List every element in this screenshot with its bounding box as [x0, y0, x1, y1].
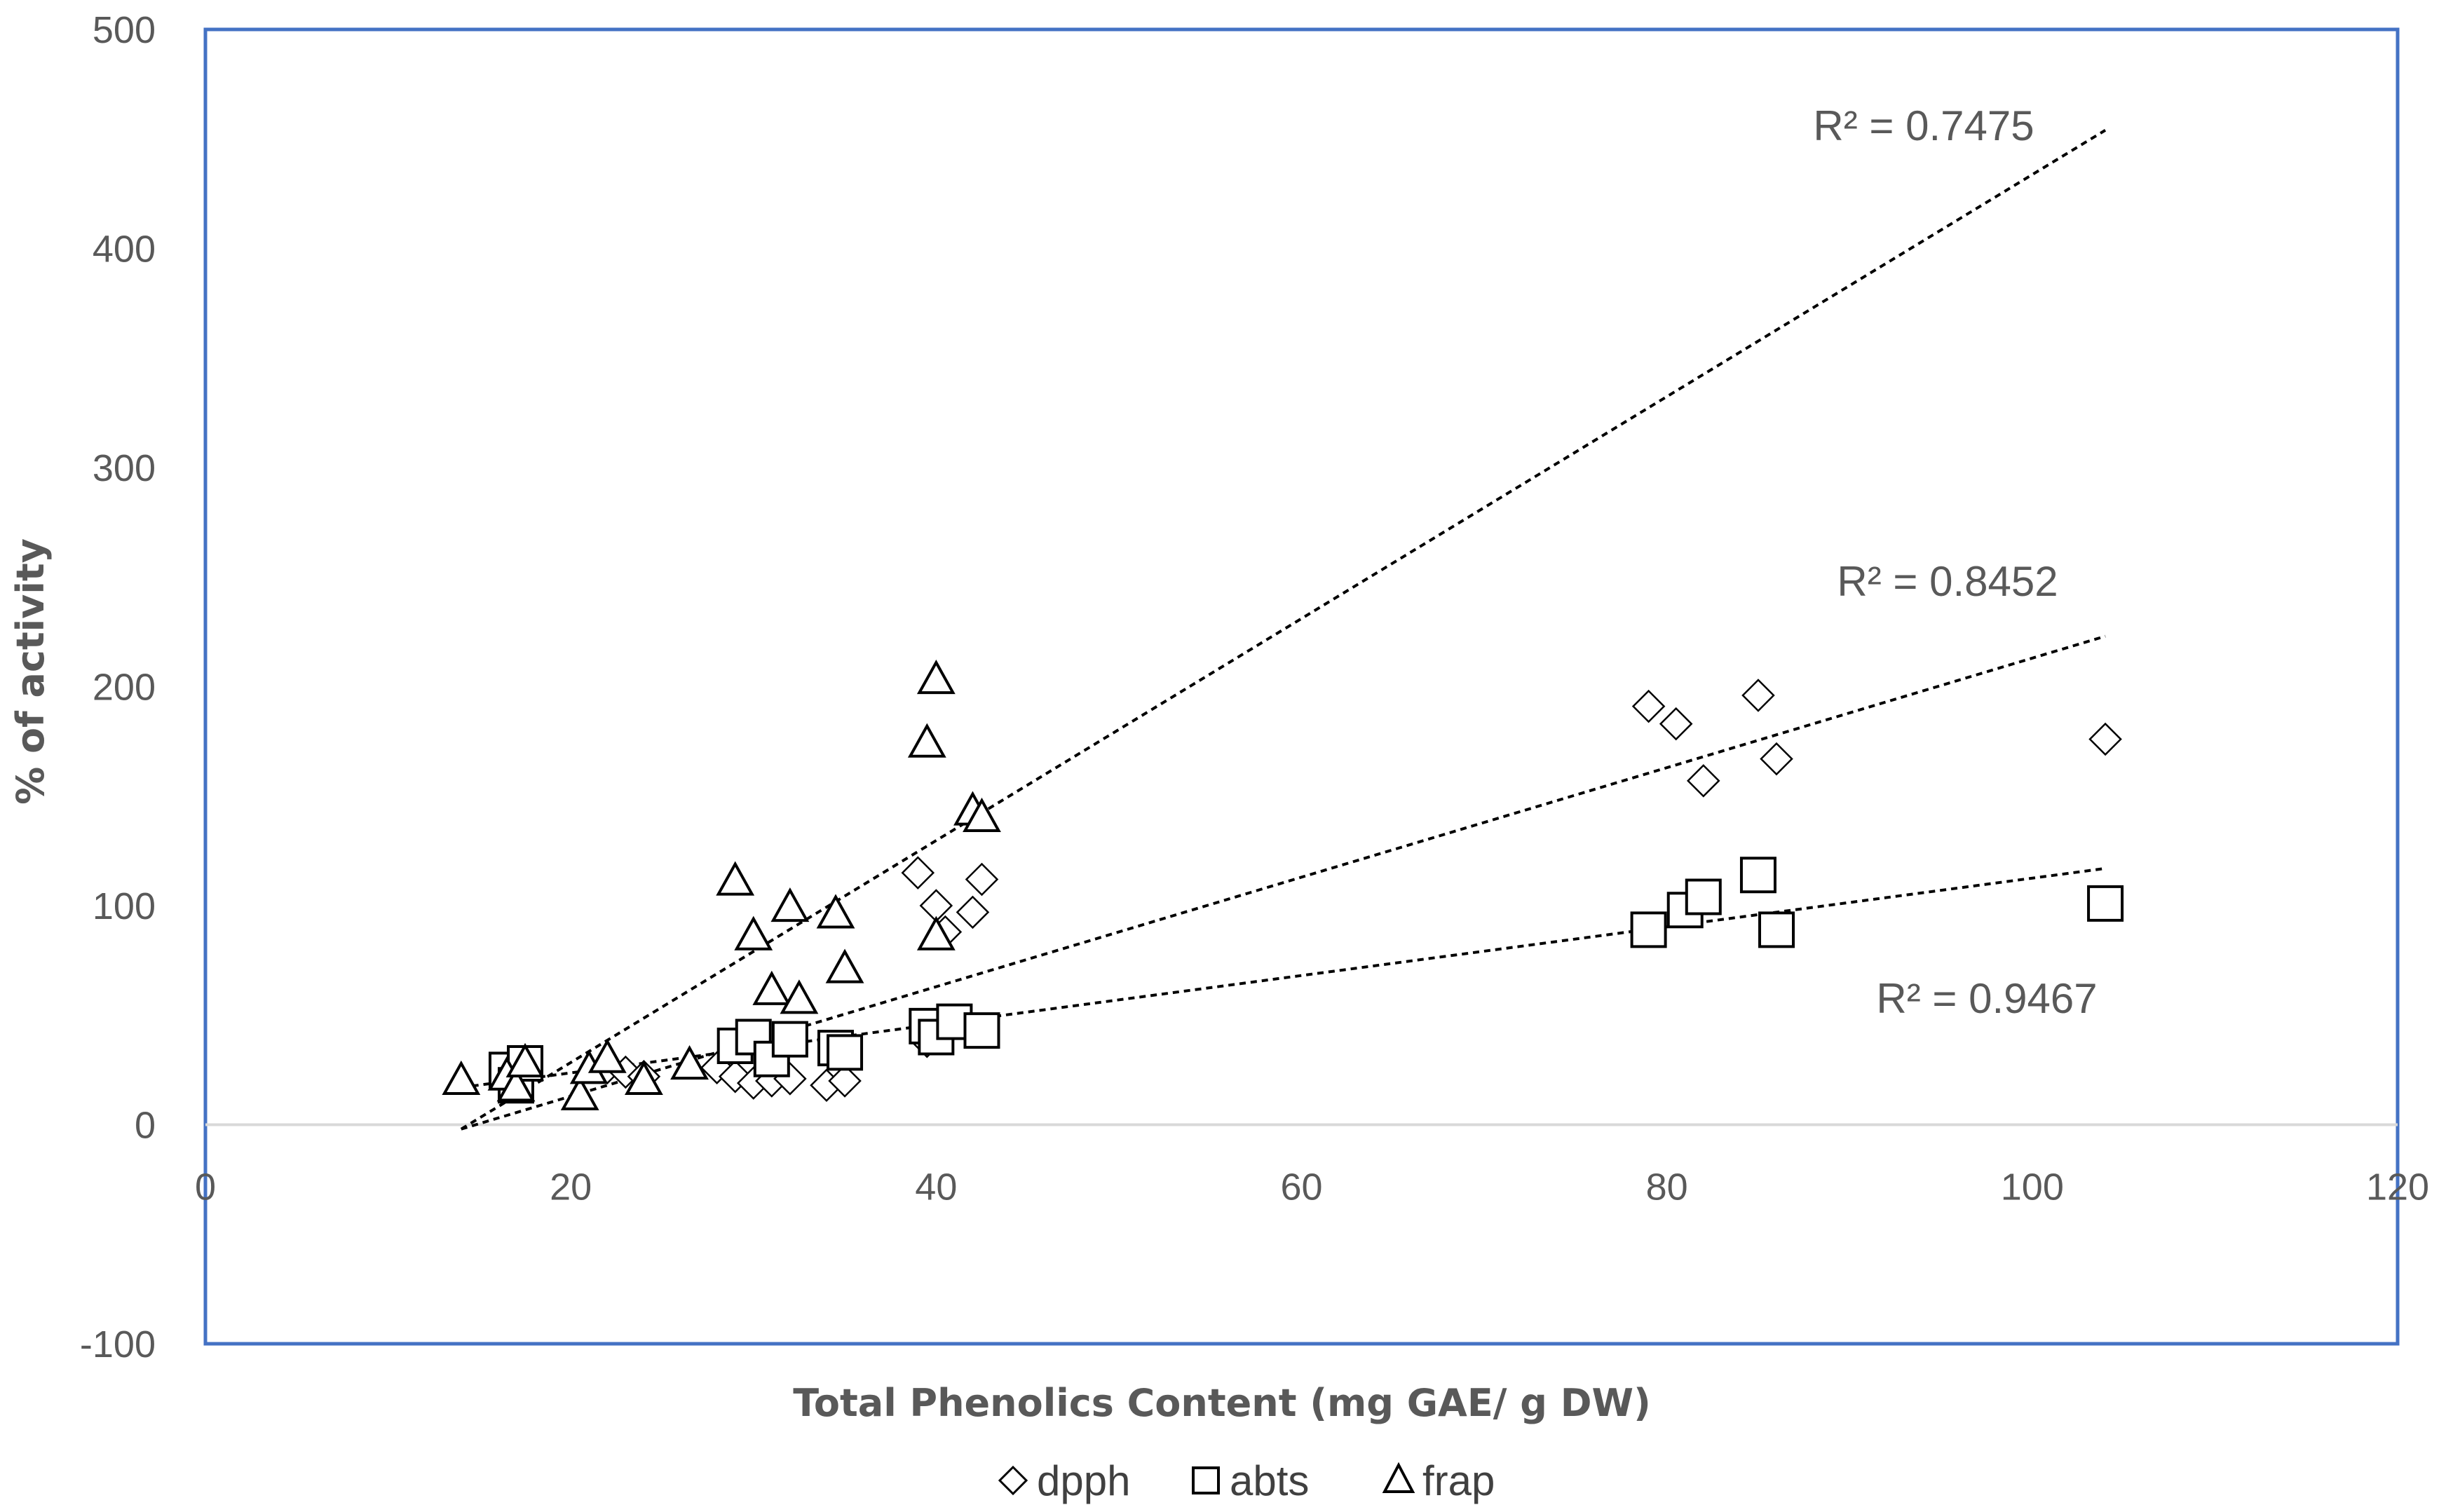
point-abts [1685, 878, 1722, 915]
point-dpph [1741, 679, 1775, 712]
point-frap [780, 979, 819, 1014]
point-dpph [1760, 742, 1793, 776]
plot-area-border [203, 27, 2400, 1346]
legend-item-dpph: dpph [998, 1457, 1130, 1504]
x-tick-label: 100 [2001, 1166, 2064, 1208]
point-dpph [956, 895, 990, 929]
point-frap [752, 970, 791, 1005]
point-frap [770, 887, 810, 922]
point-dpph [1659, 707, 1693, 741]
y-tick-label: 300 [93, 447, 156, 489]
point-dpph [965, 862, 999, 897]
point-frap [496, 1067, 536, 1102]
point-abts [1739, 857, 1776, 894]
legend-label: dpph [1037, 1457, 1130, 1504]
y-tick-label: 200 [93, 667, 156, 709]
point-frap [907, 723, 946, 758]
y-tick-label: 400 [93, 229, 156, 271]
legend-marker-square [1192, 1466, 1220, 1494]
r2-label-dpph: R² = 0.8452 [1837, 558, 2058, 605]
x-tick-label: 40 [915, 1166, 957, 1208]
point-frap [916, 915, 956, 951]
x-tick-label: 0 [195, 1166, 216, 1208]
point-dpph [1631, 689, 1666, 723]
legend-label: abts [1230, 1457, 1309, 1504]
legend-marker-diamond [998, 1465, 1028, 1496]
x-axis-title: Total Phenolics Content (mg GAE/ g DW) [793, 1381, 1651, 1425]
legend-item-abts: abts [1192, 1457, 1309, 1504]
r2-label-abts: R² = 0.9467 [1876, 975, 2097, 1022]
point-frap [916, 660, 956, 695]
point-abts [1630, 911, 1667, 948]
y-tick-label: 0 [135, 1105, 156, 1147]
r2-labels: R² = 0.8452 R² = 0.9467 R² = 0.7475 [1813, 102, 2097, 1022]
legend-label: frap [1422, 1457, 1495, 1504]
point-abts [2087, 885, 2124, 922]
x-tick-label: 60 [1280, 1166, 1322, 1208]
x-tick-label: 80 [1646, 1166, 1688, 1208]
point-frap [560, 1075, 599, 1110]
trendline-frap [460, 129, 2107, 1131]
point-frap [442, 1060, 481, 1095]
point-frap [716, 861, 755, 896]
y-axis-ticks: -100 0 100 200 300 400 500 [80, 9, 156, 1365]
point-abts [827, 1034, 864, 1071]
point-abts [1758, 911, 1795, 948]
point-abts [963, 1012, 1000, 1049]
point-frap [734, 915, 773, 951]
point-frap [505, 1042, 545, 1077]
point-dpph [1687, 764, 1720, 798]
point-frap [825, 948, 864, 983]
point-dpph [2088, 722, 2122, 756]
y-tick-label: 100 [93, 885, 156, 927]
r2-label-frap: R² = 0.7475 [1813, 102, 2034, 149]
point-dpph [901, 856, 935, 890]
legend-marker-triangle [1382, 1462, 1415, 1493]
point-frap [587, 1038, 627, 1073]
point-frap [670, 1045, 709, 1080]
trendlines [460, 129, 2107, 1131]
point-dpph [828, 1064, 862, 1098]
y-tick-label: 500 [93, 9, 156, 51]
x-tick-label: 120 [2366, 1166, 2429, 1208]
point-abts [771, 1021, 808, 1058]
y-tick-label: -100 [80, 1323, 156, 1365]
legend-item-frap: frap [1382, 1457, 1495, 1504]
x-axis-ticks: 0 20 40 60 80 100 120 [195, 1166, 2429, 1208]
point-frap [963, 797, 1001, 832]
legend: dpph abts frap [998, 1457, 1495, 1504]
point-frap [624, 1060, 663, 1095]
y-axis-title: % of activity [8, 538, 53, 805]
data-markers [442, 660, 2124, 1110]
point-frap [816, 894, 855, 929]
x-tick-label: 20 [550, 1166, 592, 1208]
trendline-abts [461, 866, 2106, 1089]
